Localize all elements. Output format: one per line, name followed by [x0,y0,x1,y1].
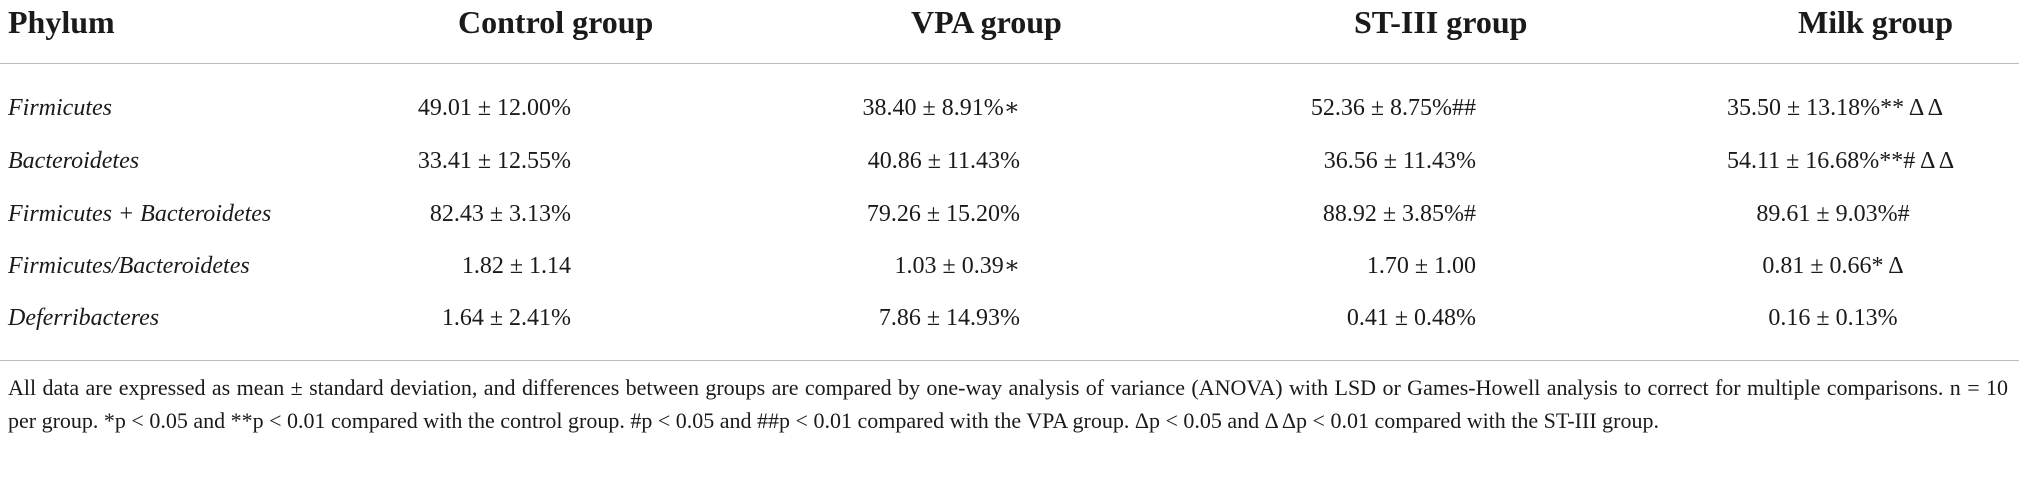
cell-st3: 88.92 ± 3.85%# [1322,201,1476,227]
cell-phylum: Firmicutes + Bacteroidetes [8,201,272,227]
cell-control: 33.41 ± 12.55% [417,148,571,174]
cell-control: 49.01 ± 12.00% [417,95,571,121]
header-vpa-group: VPA group [911,4,1062,40]
cell-st3: 0.41 ± 0.48% [1346,305,1476,331]
cell-control: 82.43 ± 3.13% [429,201,571,227]
header-phylum: Phylum [8,4,115,40]
table-footnote: All data are expressed as mean ± standar… [8,375,2008,433]
cell-milk: 89.61 ± 9.03%# [1756,201,1910,227]
cell-st3: 52.36 ± 8.75%## [1310,95,1476,121]
cell-milk: 54.11 ± 16.68%**# Δ Δ [1727,148,1955,174]
header-st3-group: ST-III group [1354,4,1528,40]
cell-vpa: 1.03 ± 0.39∗ [894,253,1020,279]
table-header-row: Phylum Control group VPA group ST-III gr… [0,0,2019,44]
cell-vpa: 40.86 ± 11.43% [867,148,1020,174]
cell-phylum: Deferribacteres [8,305,160,331]
footer-divider [0,360,2019,361]
cell-st3: 36.56 ± 11.43% [1323,148,1476,174]
table-row: Deferribacteres 1.64 ± 2.41% 7.86 ± 14.9… [0,298,2019,338]
cell-vpa: 7.86 ± 14.93% [878,305,1020,331]
cell-control: 1.64 ± 2.41% [441,305,571,331]
cell-vpa: 79.26 ± 15.20% [866,201,1020,227]
cell-phylum: Firmicutes [8,95,112,121]
cell-phylum: Bacteroidetes [8,148,140,174]
table-row: Firmicutes + Bacteroidetes 82.43 ± 3.13%… [0,194,2019,234]
cell-milk: 0.16 ± 0.13% [1768,305,1898,331]
cell-milk: 35.50 ± 13.18%** Δ Δ [1727,95,1944,121]
header-milk-group: Milk group [1798,4,1953,40]
header-divider [0,63,2019,64]
table-row: Firmicutes 49.01 ± 12.00% 38.40 ± 8.91%∗… [0,88,2019,128]
cell-control: 1.82 ± 1.14 [461,253,571,279]
cell-milk: 0.81 ± 0.66* Δ [1762,253,1904,279]
table-row: Bacteroidetes 33.41 ± 12.55% 40.86 ± 11.… [0,141,2019,181]
cell-phylum: Firmicutes/Bacteroidetes [8,253,250,279]
cell-st3: 1.70 ± 1.00 [1366,253,1476,279]
cell-vpa: 38.40 ± 8.91%∗ [862,95,1020,121]
table-row: Firmicutes/Bacteroidetes 1.82 ± 1.14 1.0… [0,246,2019,286]
header-control-group: Control group [458,4,654,40]
